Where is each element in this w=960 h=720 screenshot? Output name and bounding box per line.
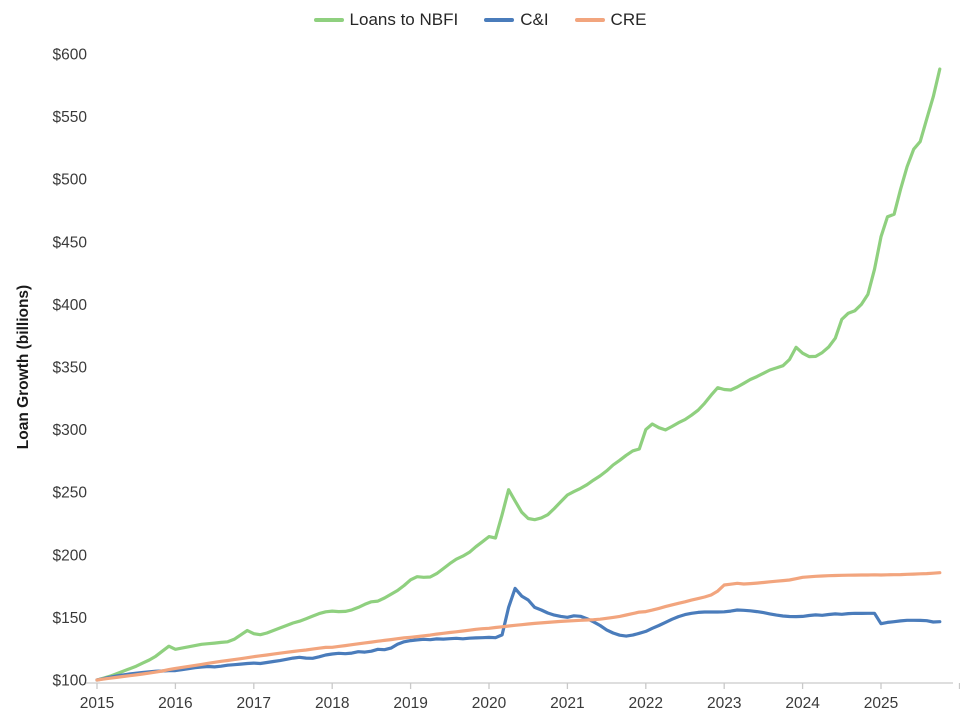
x-tick-label: 2021 [550, 695, 584, 712]
y-tick-label: $100 [53, 673, 88, 690]
x-tick-label: 2017 [237, 695, 271, 712]
y-tick-label: $400 [53, 297, 88, 314]
chart-legend: Loans to NBFI C&I CRE [0, 10, 960, 30]
x-tick-label: 2015 [80, 695, 114, 712]
x-tick-label: 2022 [629, 695, 663, 712]
y-tick-label: $300 [53, 422, 88, 439]
plot-line-cre [95, 571, 942, 682]
x-tick-label: 2020 [472, 695, 507, 712]
x-tick-label: 2025 [864, 695, 898, 712]
y-tick-label: $150 [53, 610, 88, 627]
plot-line-c-i [95, 586, 942, 682]
y-axis-title: Loan Growth (billions) [15, 284, 32, 450]
x-tick-label: 2024 [785, 695, 820, 712]
legend-line-swatch-orange [574, 18, 605, 22]
x-tick-label: 2023 [707, 695, 741, 712]
y-tick-label: $600 [53, 47, 88, 64]
legend-item-loans-to-nbfi: Loans to NBFI [313, 10, 459, 30]
plot-line-loans-to-nbfi [95, 67, 942, 682]
legend-label-cre: CRE [610, 10, 647, 29]
x-tick-label: 2019 [393, 695, 427, 712]
y-tick-label: $250 [53, 485, 88, 502]
y-tick-label: $200 [53, 547, 88, 564]
y-tick-label: $500 [53, 172, 88, 189]
legend-item-ci: C&I [484, 10, 549, 30]
x-tick-label: 2018 [315, 695, 349, 712]
legend-label-ci: C&I [520, 10, 549, 29]
x-tick-label: 2016 [158, 695, 192, 712]
y-tick-label: $550 [53, 109, 88, 126]
legend-item-cre: CRE [574, 10, 647, 30]
legend-line-swatch-blue [484, 18, 515, 22]
legend-line-swatch-green [313, 18, 344, 22]
y-tick-label: $450 [53, 234, 88, 251]
y-tick-label: $350 [53, 360, 88, 377]
legend-label-loans-to-nbfi: Loans to NBFI [349, 10, 459, 29]
